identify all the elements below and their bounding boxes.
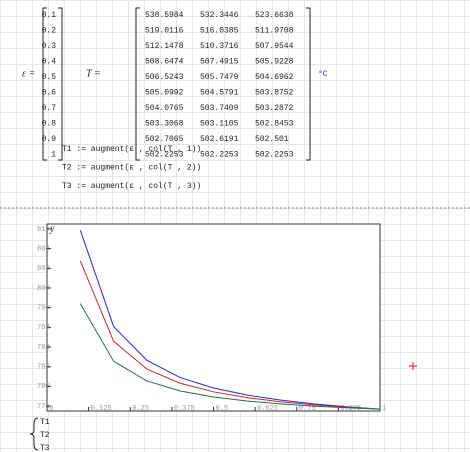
matrix-entry: 503.3068 [145, 120, 184, 129]
x-tick-label: 0.875 [340, 405, 361, 413]
legend-entry: T2 [40, 431, 50, 440]
matrix-entry: 502.2253 [200, 151, 239, 160]
x-tick-label: 0.125 [91, 405, 112, 413]
series-line [79, 303, 381, 410]
series-line [79, 229, 381, 410]
legend-brace [29, 417, 39, 451]
y-tick-label: 804 [37, 265, 50, 273]
matrix-entry: 502.7065 [145, 135, 184, 144]
matrix-entry: 506.5243 [145, 73, 184, 82]
x-tick-label: 1 [382, 405, 386, 413]
y-tick-label: 776 [37, 403, 50, 411]
matrix-entry: 505.0992 [145, 89, 184, 98]
matrix-entry: 505.9228 [255, 58, 294, 67]
vector-entry: 0.7 [42, 104, 57, 113]
x-tick-label: 0 [49, 405, 53, 413]
y-tick-label: 792 [37, 324, 50, 332]
matrix-entry: 502.501 [255, 135, 289, 144]
x-tick-label: 0.375 [174, 405, 195, 413]
matrix-entry: 507.9544 [255, 42, 294, 51]
matrix-entry: 504.6962 [255, 73, 294, 82]
y-tick-label: 812 [37, 226, 50, 234]
matrix-entry: 505.7479 [200, 73, 239, 82]
epsilon-label: ε = [22, 68, 35, 79]
cursor [409, 362, 417, 370]
y-axis-label: y [49, 223, 55, 234]
matrix-entry: 503.8752 [255, 89, 294, 98]
bracket [42, 7, 63, 161]
matrix-entry: 502.8453 [255, 120, 294, 129]
x-tick-label: 0.625 [257, 405, 278, 413]
matrix-entry: 508.6474 [145, 58, 184, 67]
matrix-entry: 507.4915 [200, 58, 239, 67]
x-tick-label: 0.5 [216, 405, 229, 413]
y-tick-label: 796 [37, 305, 50, 313]
series-line [79, 260, 381, 410]
y-tick-label: 788 [37, 344, 50, 352]
matrix-entry: 532.3446 [200, 11, 239, 20]
matrix-entry: 502.2253 [145, 151, 184, 160]
vector-entry: 0.8 [42, 120, 57, 129]
matrix-entry: 511.9708 [255, 27, 294, 36]
vector-entry: 0.2 [42, 27, 57, 36]
legend-entry: T1 [40, 418, 50, 427]
unit: °C [318, 70, 328, 79]
y-tick-label: 808 [37, 245, 50, 253]
matrix-entry: 502.2253 [255, 151, 294, 160]
definition: T2 := augment(ε , col(T , 2)) [62, 164, 201, 173]
matrix-entry: 503.1105 [200, 120, 239, 129]
matrix-entry: 512.1478 [145, 42, 184, 51]
matrix-entry: 523.6638 [255, 11, 294, 20]
y-tick-label: 800 [37, 285, 50, 293]
y-tick-label: 780 [37, 383, 50, 391]
vector-entry: 0.5 [42, 73, 57, 82]
y-tick-label: 784 [37, 364, 50, 372]
t-label: T = [86, 68, 101, 79]
vector-entry: 0.9 [42, 135, 57, 144]
definition: T1 := augment(ε , col(T , 1)) [62, 145, 201, 154]
vector-entry: 0.1 [42, 11, 57, 20]
matrix-entry: 503.7409 [200, 104, 239, 113]
matrix-entry: 504.0765 [145, 104, 184, 113]
matrix-entry: 538.5984 [145, 11, 184, 20]
matrix-entry: 510.3716 [200, 42, 239, 51]
definition: T3 := augment(ε , col(T , 3)) [62, 182, 201, 191]
matrix-entry: 502.6191 [200, 135, 239, 144]
vector-entry: 0.4 [42, 58, 57, 67]
matrix-entry: 504.5791 [200, 89, 239, 98]
legend-entry: T3 [40, 444, 50, 452]
vector-entry: 0.3 [42, 42, 57, 51]
matrix-entry: 519.0116 [145, 27, 184, 36]
x-tick-label: 0.25 [132, 405, 149, 413]
matrix-entry: 516.0385 [200, 27, 239, 36]
vector-entry: 1 [51, 151, 56, 160]
plot-area [46, 223, 381, 412]
matrix-entry: 503.2872 [255, 104, 294, 113]
bracket [135, 7, 311, 161]
vector-entry: 0.6 [42, 89, 57, 98]
x-tick-label: 0.75 [299, 405, 316, 413]
